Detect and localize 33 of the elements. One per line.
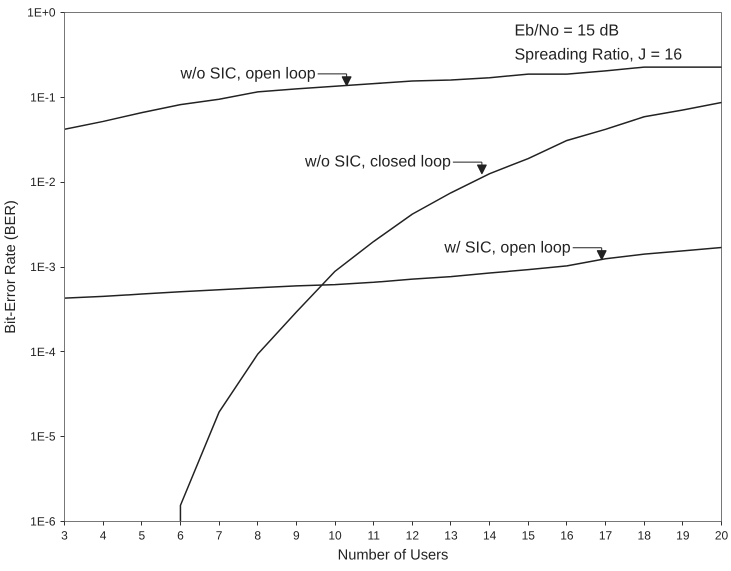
x-tick-label: 12: [406, 528, 420, 542]
x-tick-label: 3: [61, 528, 68, 542]
x-tick-label: 14: [482, 528, 497, 542]
x-axis-title: Number of Users: [338, 548, 448, 564]
y-tick-label: 1E-2: [30, 175, 56, 190]
x-tick-label: 4: [100, 528, 107, 542]
annotation: w/ SIC, open loop: [443, 239, 571, 256]
x-tick-label: 10: [328, 528, 342, 542]
y-tick-label: 1E-1: [30, 90, 56, 104]
x-tick-label: 5: [138, 528, 146, 542]
x-tick-label: 7: [216, 528, 223, 542]
y-tick-label: 1E-3: [30, 260, 56, 274]
annotation: w/o SIC, closed loop: [304, 154, 452, 171]
x-tick-label: 19: [676, 528, 690, 542]
x-tick-label: 6: [177, 528, 184, 542]
x-tick-label: 15: [522, 528, 536, 542]
y-tick-label: 1E-6: [30, 514, 56, 528]
annotation: Eb/No = 15 dB: [514, 22, 620, 40]
y-axis-title: Bit-Error Rate (BER): [3, 200, 20, 334]
x-tick-label: 11: [367, 528, 380, 542]
x-tick-label: 17: [598, 528, 613, 542]
x-tick-label: 13: [444, 528, 458, 542]
annotation: Spreading Ratio, J = 16: [514, 46, 682, 64]
y-tick-label: 1E-4: [30, 344, 56, 359]
x-tick-label: 16: [560, 528, 574, 542]
y-tick-label: 1E+0: [27, 6, 56, 20]
x-tick-label: 18: [638, 528, 652, 542]
y-tick-label: 1E-5: [30, 430, 56, 444]
line-series: [64, 66, 722, 130]
x-tick-label: 9: [293, 528, 300, 542]
x-tick-label: 20: [714, 528, 728, 542]
annotation: w/o SIC, open loop: [179, 65, 316, 82]
x-tick-label: 8: [254, 528, 262, 542]
